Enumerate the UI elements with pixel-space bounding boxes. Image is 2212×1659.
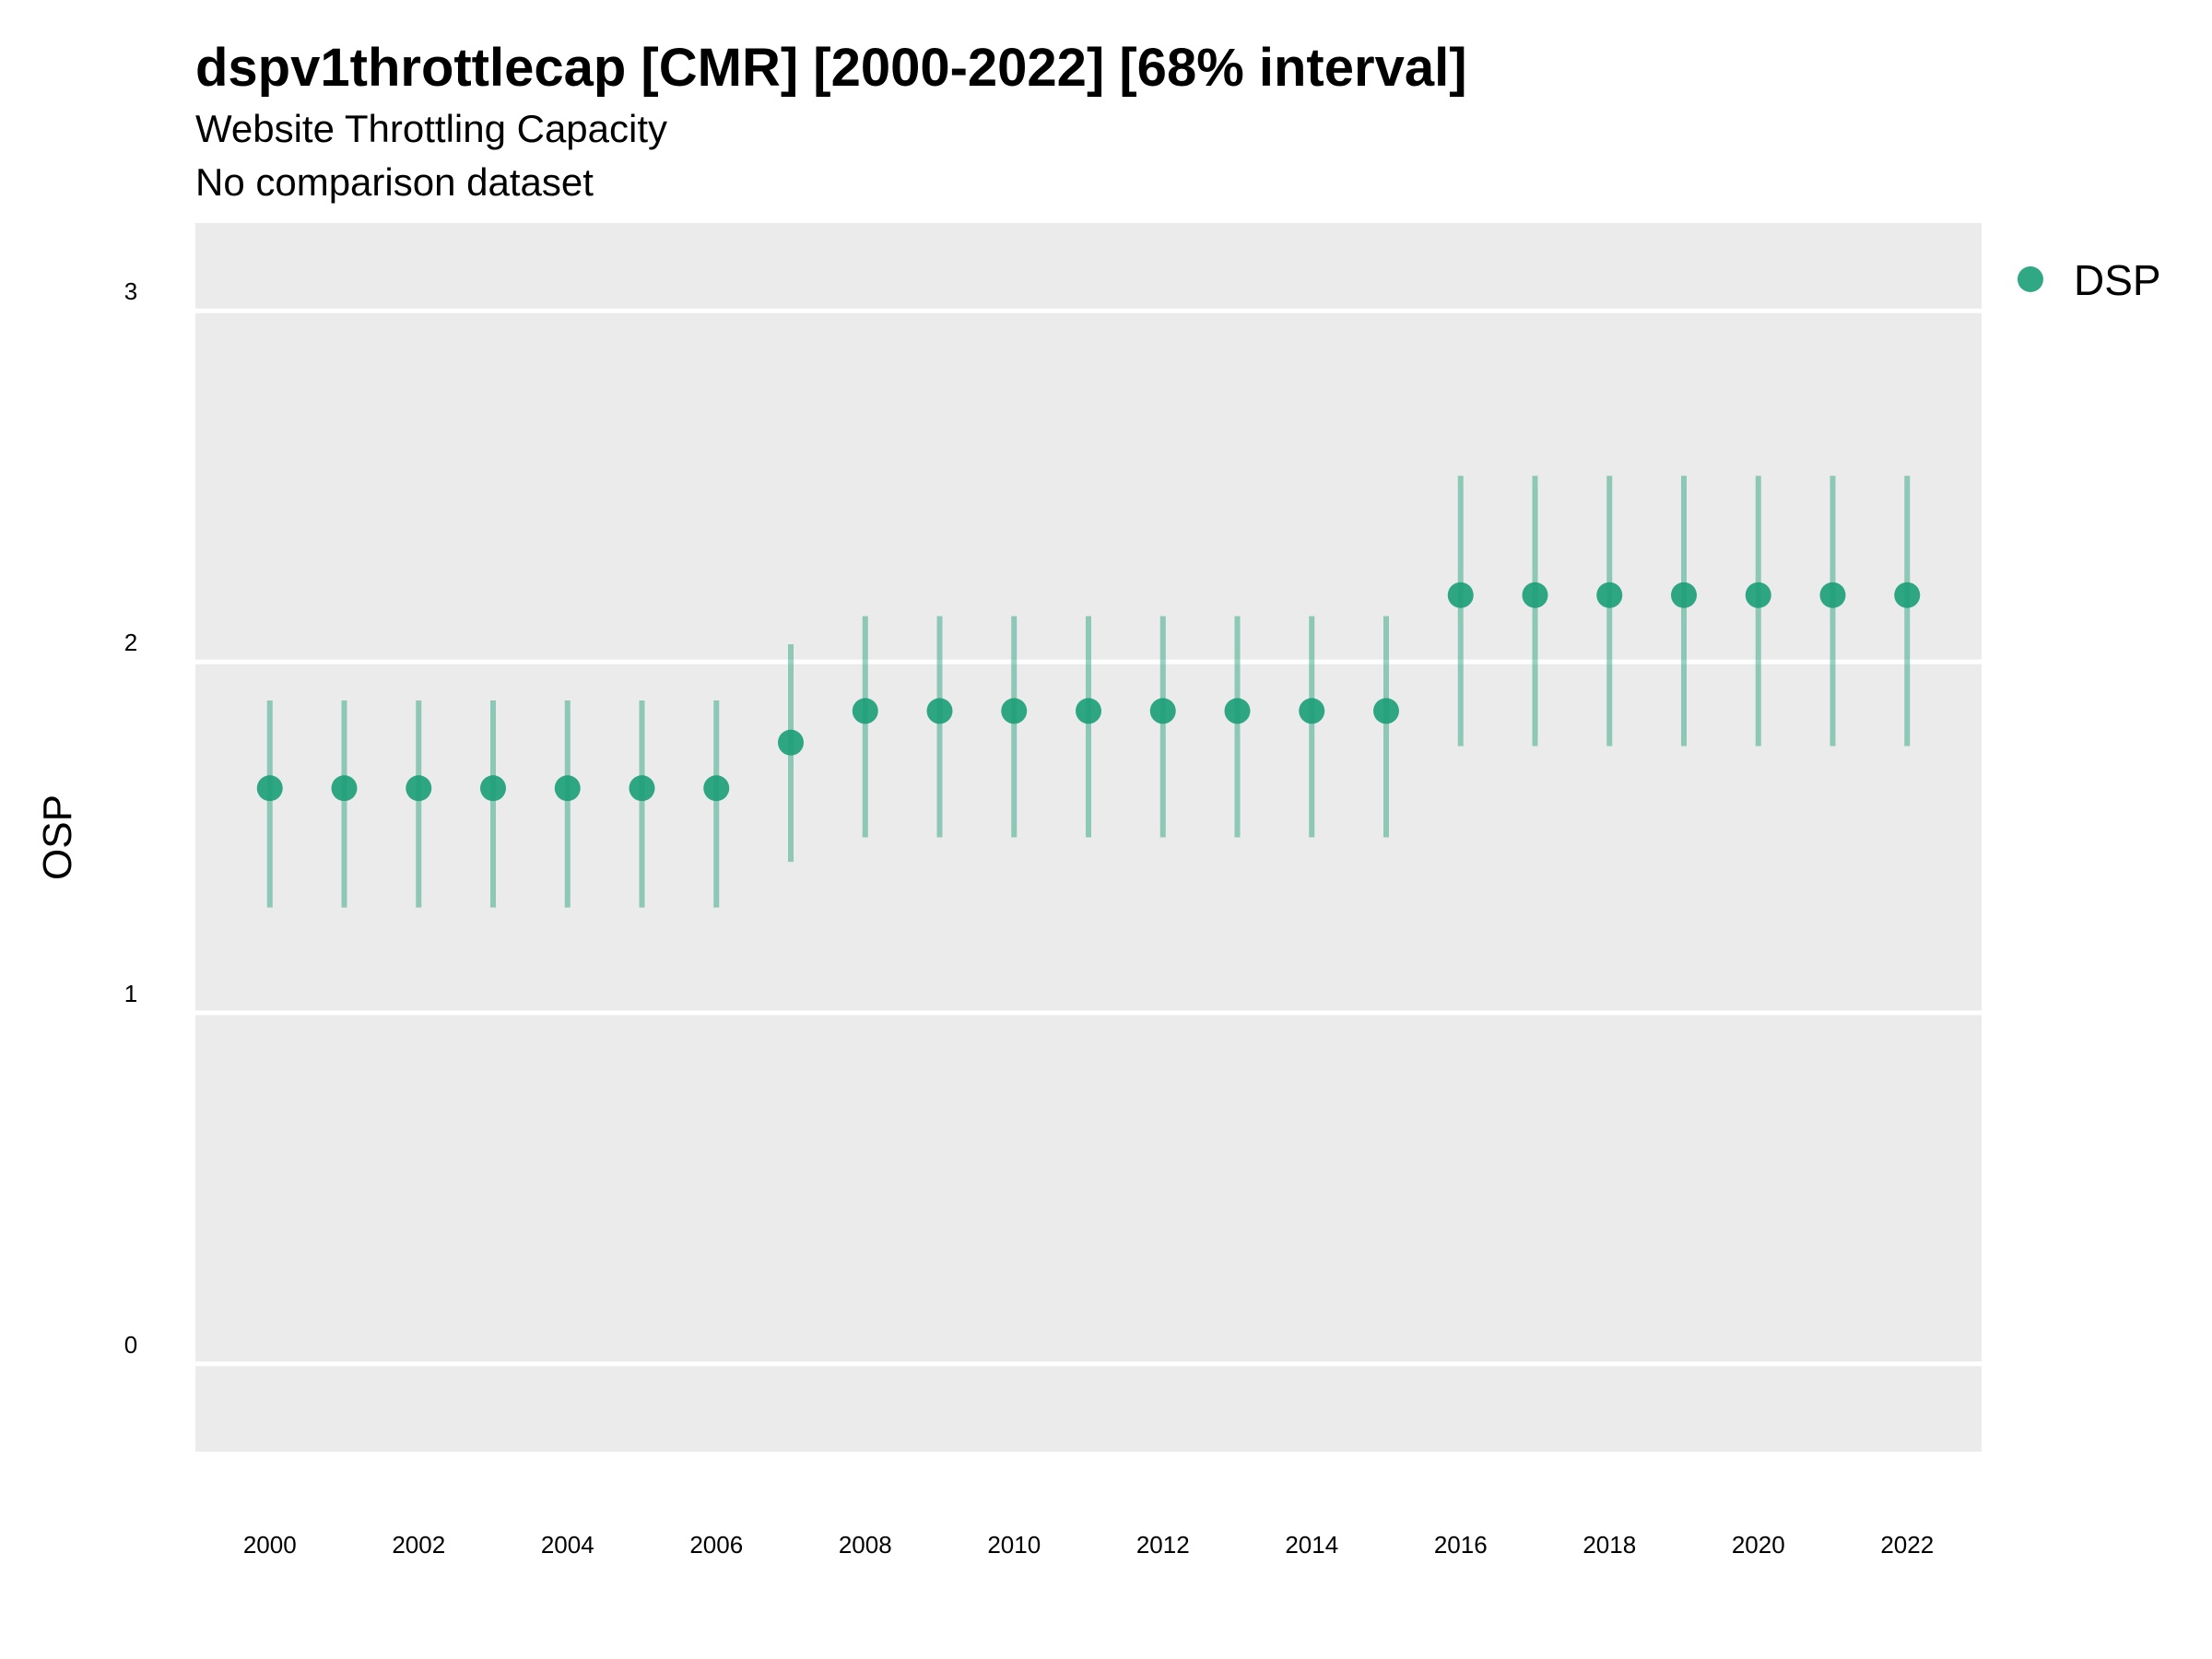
data-point <box>256 775 283 802</box>
y-tick-labels: 0 1 2 3 <box>124 277 137 1359</box>
x-tick-label: 2020 <box>1732 1531 1785 1559</box>
y-axis-title: OSP <box>35 794 80 880</box>
gridlines <box>157 308 1982 1367</box>
chart-subtitle-1: Website Throttling Capacity <box>195 107 668 150</box>
data-point <box>1522 582 1548 608</box>
data-points <box>256 582 1921 802</box>
chart-title: dspv1throttlecap [CMR] [2000-2022] [68% … <box>195 38 1467 98</box>
y-tick-label: 3 <box>124 277 137 305</box>
data-point <box>1224 698 1251 724</box>
legend: DSP <box>2018 256 2161 304</box>
x-tick-label: 2010 <box>987 1531 1041 1559</box>
y-tick-label: 0 <box>124 1331 137 1359</box>
error-bars <box>266 476 1911 908</box>
x-tick-label: 2004 <box>541 1531 594 1559</box>
data-point <box>1745 582 1771 608</box>
x-tick-label: 2000 <box>243 1531 297 1559</box>
legend-label-dsp: DSP <box>2074 256 2161 304</box>
x-tick-label: 2014 <box>1285 1531 1338 1559</box>
x-tick-label: 2018 <box>1583 1531 1636 1559</box>
data-point <box>406 775 432 802</box>
x-tick-label: 2006 <box>689 1531 743 1559</box>
x-tick-label: 2012 <box>1136 1531 1190 1559</box>
data-point <box>1671 582 1697 608</box>
x-tick-label: 2016 <box>1434 1531 1488 1559</box>
y-tick-label: 2 <box>124 629 137 656</box>
legend-key-dsp <box>2018 266 2043 292</box>
data-point <box>1001 698 1028 724</box>
data-point <box>1299 698 1325 724</box>
data-point <box>778 729 804 756</box>
data-point <box>1819 582 1846 608</box>
data-point <box>554 775 581 802</box>
data-point <box>1076 698 1101 724</box>
x-tick-label: 2022 <box>1880 1531 1934 1559</box>
data-point <box>1447 582 1474 608</box>
data-point <box>331 775 358 802</box>
data-point <box>852 698 878 724</box>
data-point <box>1894 582 1921 608</box>
data-point <box>1596 582 1623 608</box>
data-point <box>480 775 506 802</box>
x-tick-labels: 2000 2002 2004 2006 2008 2010 2012 2014 2016 2018… <box>243 1531 1934 1559</box>
data-point <box>1373 698 1399 724</box>
x-tick-label: 2008 <box>839 1531 892 1559</box>
plot-panel <box>195 223 1982 1452</box>
y-tick-label: 1 <box>124 980 137 1007</box>
data-point <box>1149 698 1176 724</box>
data-point <box>703 775 730 802</box>
data-point <box>629 775 655 802</box>
data-point <box>926 698 953 724</box>
chart-subtitle-2: No comparison dataset <box>195 160 594 204</box>
x-tick-label: 2002 <box>392 1531 445 1559</box>
